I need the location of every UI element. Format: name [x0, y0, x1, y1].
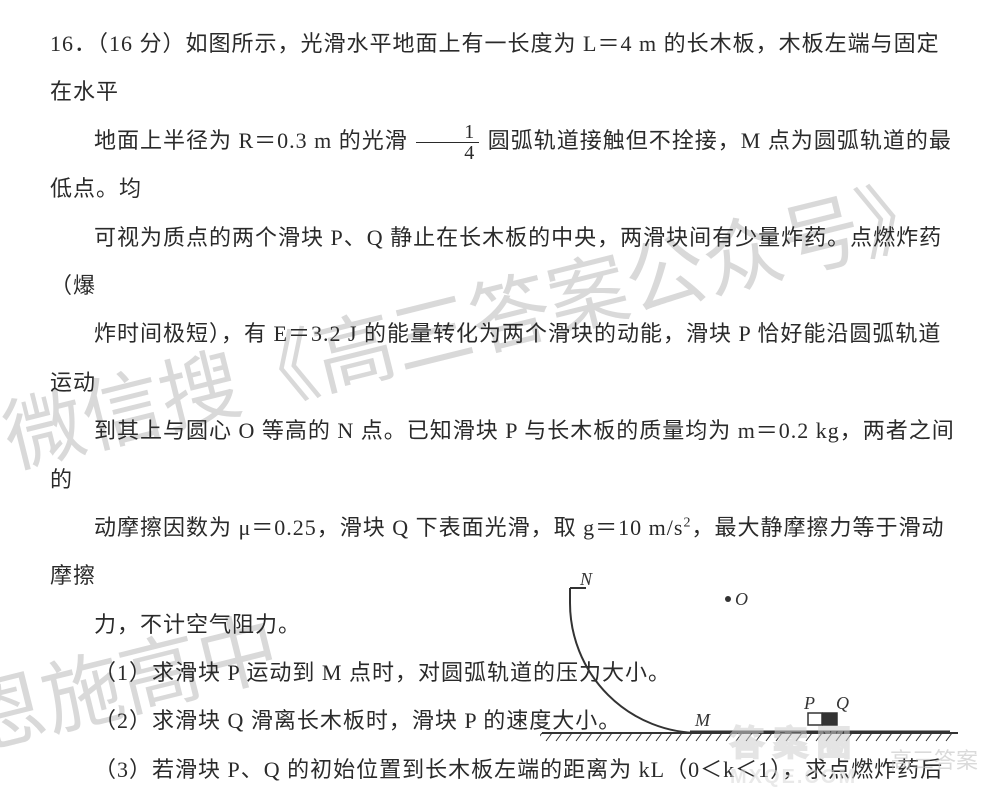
line-1: 16．（16 分）如图所示，光滑水平地面上有一长度为 L＝4 m 的长木板，木板… — [50, 20, 960, 117]
line-3: 可视为质点的两个滑块 P、Q 静止在长木板的中央，两滑块间有少量炸药。点燃炸药（… — [50, 214, 960, 311]
line-2: 地面上半径为 R＝0.3 m 的光滑 1 4 圆弧轨道接触但不拴接，M 点为圆弧… — [50, 117, 960, 214]
svg-text:O: O — [735, 589, 748, 609]
problem-points: （16 分） — [97, 31, 186, 56]
numerator: 1 — [416, 122, 479, 143]
svg-text:M: M — [694, 710, 711, 730]
text: 地面上半径为 R＝0.3 m 的光滑 — [94, 128, 408, 153]
text: 动摩擦因数为 μ＝0.25，滑块 Q 下表面光滑，取 g＝10 m/s — [94, 515, 683, 540]
problem-number: 16． — [50, 31, 97, 56]
svg-text:Q: Q — [836, 693, 849, 713]
denominator: 4 — [416, 143, 479, 163]
fraction-1-4: 1 4 — [416, 122, 479, 163]
physics-diagram: N O M P Q — [540, 563, 960, 763]
svg-text:P: P — [803, 693, 815, 713]
line-5: 到其上与圆心 O 等高的 N 点。已知滑块 P 与长木板的质量均为 m＝0.2 … — [50, 407, 960, 504]
svg-text:N: N — [579, 569, 593, 589]
line-4: 炸时间极短），有 E＝3.2 J 的能量转化为两个滑块的动能，滑块 P 恰好能沿… — [50, 310, 960, 407]
diagram-svg: N O M P Q — [540, 563, 960, 763]
